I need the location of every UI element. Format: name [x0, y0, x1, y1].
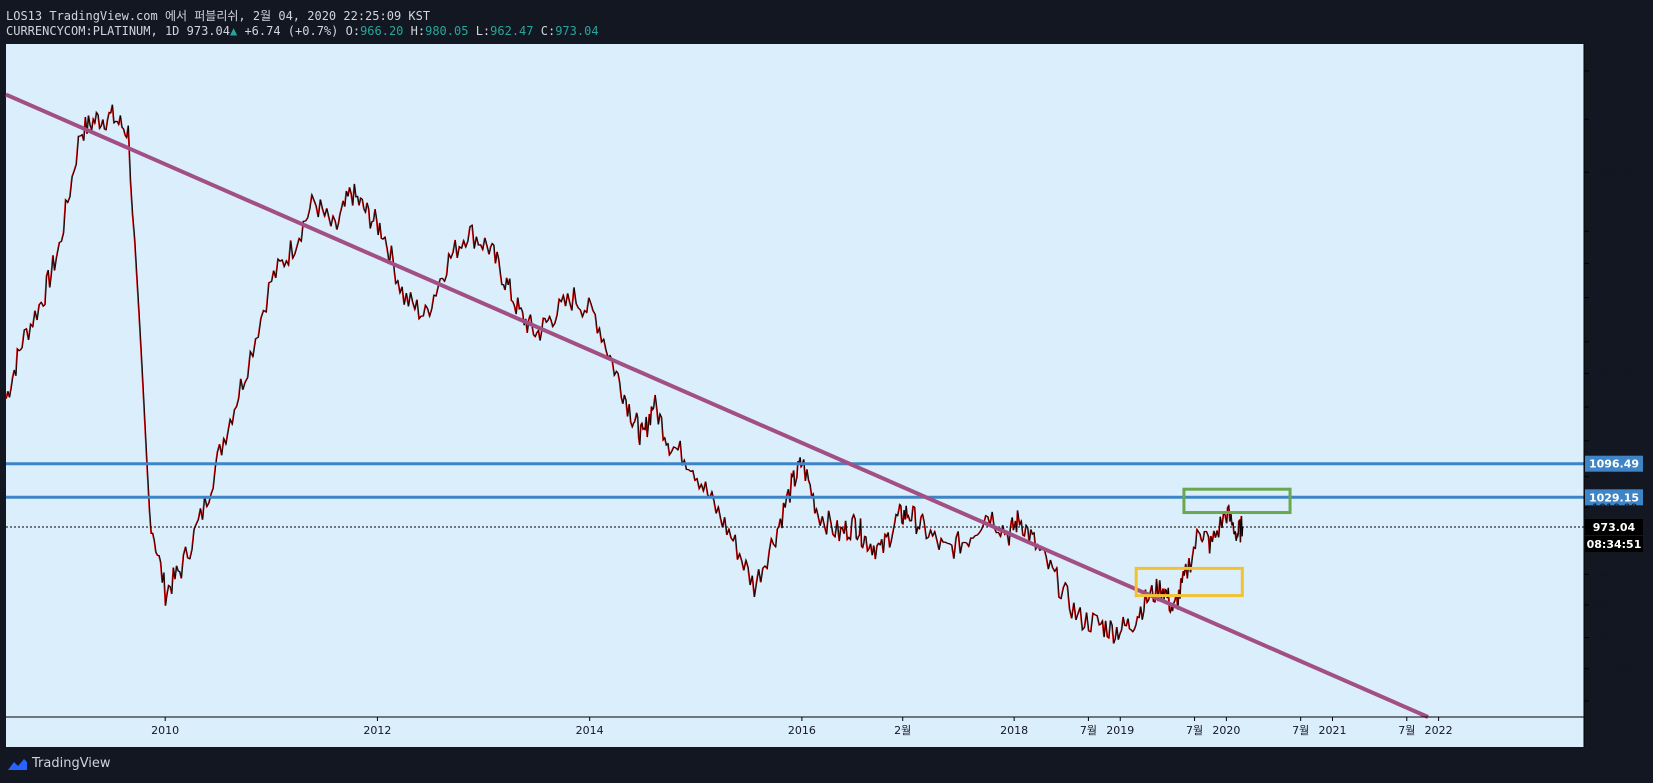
level-price-tag: [1585, 489, 1643, 506]
change-value: +6.74 (+0.7%): [244, 24, 339, 38]
price-chart[interactable]: 1096.49 1029.15 2300.00 2100.00 1900.00 1700.…: [0, 0, 1653, 747]
price-tick-label: 840.00: [1592, 599, 1631, 612]
price-series-line: [6, 104, 1244, 644]
countdown-tag: [1585, 536, 1643, 553]
last-price-tag: [1585, 519, 1643, 536]
high-label: H:: [410, 24, 426, 38]
brand-label: TradingView: [32, 756, 111, 771]
plot-area[interactable]: [5, 92, 1584, 719]
time-tick-label: 7월: [1398, 724, 1415, 737]
chart-background: [6, 44, 1584, 747]
time-tick-label: 2월: [894, 724, 911, 737]
level-price-tag: [1585, 455, 1643, 472]
tradingview-logo[interactable]: TradingView: [6, 756, 111, 771]
level-price-label: 1096.49: [1589, 458, 1639, 471]
price-tick-label: 1700.00: [1592, 225, 1638, 238]
price-tick-label: 1900.00: [1592, 166, 1638, 179]
price-tick-label: 1600.00: [1592, 257, 1638, 270]
time-tick-label: 7월: [1292, 724, 1309, 737]
price-tick-label: 1300.00: [1592, 367, 1638, 380]
open-value: 966.20: [360, 24, 404, 38]
footer-bar: TradingView: [0, 747, 1653, 783]
up-arrow-icon: ▲: [229, 24, 238, 38]
price-tick-label: 1380.00: [1592, 336, 1638, 349]
time-tick-label: 2020: [1212, 724, 1240, 737]
time-tick-label: 2018: [1000, 724, 1028, 737]
green-zone-box: [1182, 487, 1292, 515]
price-series-down: [5, 104, 1243, 644]
level-price-label: 1029.15: [1589, 491, 1639, 504]
time-tick-label: 7월: [1186, 724, 1203, 737]
price-tick-label: 790.00: [1592, 632, 1631, 645]
price-tick-label: 1145.00: [1592, 435, 1638, 448]
time-tick-label: 7월: [1080, 724, 1097, 737]
time-tick-label: 2010: [151, 724, 179, 737]
time-axis[interactable]: 2010 2012 2014 2016 2월 2018 7월 2019 7월 2020 7월 2021…: [151, 717, 1453, 737]
chart-header: LOS13 TradingView.com 에서 퍼블리쉬, 2월 04, 20…: [0, 0, 1653, 44]
low-value: 962.47: [490, 24, 534, 38]
time-tick-label: 2022: [1425, 724, 1453, 737]
yellow-zone-box: [1134, 566, 1244, 598]
tradingview-cloud-icon: [8, 758, 27, 770]
time-tick-label: 2016: [788, 724, 816, 737]
price-tick-label: 2300.00: [1592, 65, 1638, 78]
close-value: 973.04: [555, 24, 599, 38]
close-label: C:: [540, 24, 556, 38]
price-tick-label: 2100.00: [1592, 113, 1638, 126]
ohlc-legend: CURRENCYCOM:PLATINUM, 1D 973.04▲ +6.74 (…: [6, 24, 599, 38]
price-axis[interactable]: 1096.49 1029.15 2300.00 2100.00 1900.00 1700.…: [1584, 65, 1643, 708]
time-tick-label: 2021: [1318, 724, 1346, 737]
countdown-label: 08:34:51: [1587, 538, 1642, 551]
last-price: 973.04: [186, 24, 230, 38]
price-tick-label: 1500.00: [1592, 292, 1638, 305]
trendline: [5, 92, 1429, 719]
price-tick-label: 745.00: [1592, 663, 1631, 676]
last-price-label: 973.04: [1593, 521, 1636, 534]
price-tick-label: 701.00: [1592, 695, 1631, 708]
symbol-label[interactable]: CURRENCYCOM:PLATINUM, 1D: [6, 24, 180, 38]
price-tick-label: 1070.00: [1592, 471, 1638, 484]
low-label: L:: [475, 24, 491, 38]
time-tick-label: 2012: [363, 724, 391, 737]
time-tick-label: 2014: [576, 724, 604, 737]
time-tick-label: 2019: [1106, 724, 1134, 737]
high-value: 980.05: [425, 24, 469, 38]
price-tick-label: 1220.00: [1592, 401, 1638, 414]
price-tick-label: 890.00: [1592, 568, 1631, 581]
open-label: O:: [345, 24, 361, 38]
publish-info: LOS13 TradingView.com 에서 퍼블리쉬, 2월 04, 20…: [6, 9, 431, 23]
price-tick-label: 1010.00: [1592, 501, 1638, 514]
